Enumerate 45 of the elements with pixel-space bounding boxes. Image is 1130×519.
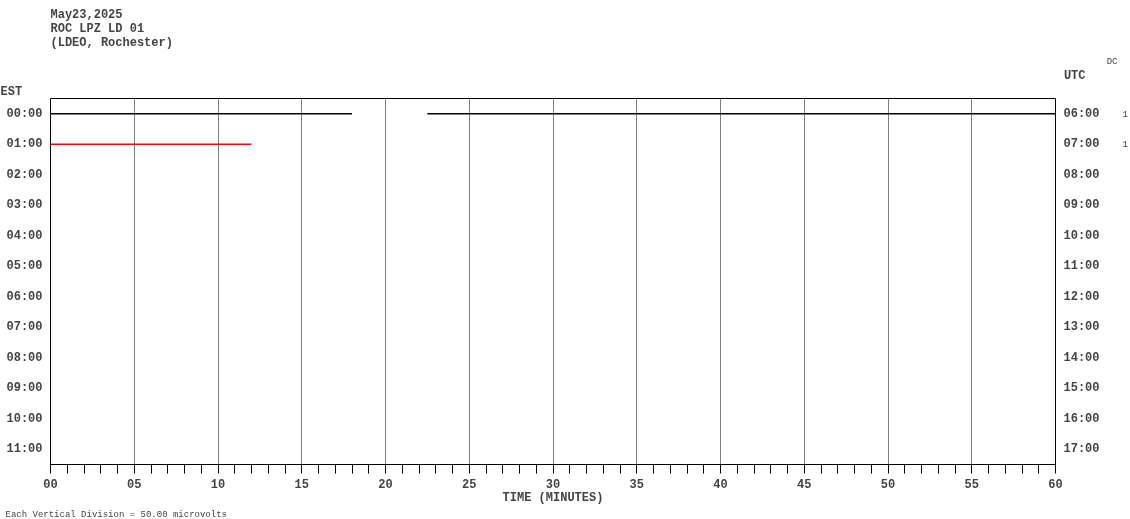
x-tick-label: 45 [797, 477, 812, 492]
y2-tick-label: 12:00 [1063, 289, 1100, 304]
chart-title: May23,2025 ROC LPZ LD 01 (LDEO, Rochester) [50, 7, 173, 50]
y-tick-label: 10:00 [6, 411, 43, 426]
y2-axis-title: UTC [1063, 68, 1086, 83]
y-tick-label: 00:00 [6, 106, 43, 121]
y-tick-label: 07:00 [6, 320, 43, 335]
y2-tick-label: 11:00 [1063, 259, 1100, 274]
x-tick-label: 25 [462, 477, 477, 492]
x-tick-label: 60 [1048, 477, 1063, 492]
y2-tick-label: 13:00 [1063, 320, 1100, 335]
x-tick-label: 40 [713, 477, 728, 492]
x-axis-title: TIME (MINUTES) [502, 490, 604, 505]
x-tick-label: 20 [378, 477, 393, 492]
y2-tick-label: 08:00 [1063, 167, 1100, 182]
x-tick-label: 35 [629, 477, 644, 492]
y-tick-label: 03:00 [6, 198, 43, 213]
y2-tick-label: 06:00 [1063, 106, 1100, 121]
y-tick-label: 11:00 [6, 442, 43, 457]
x-tick-label: 15 [294, 477, 309, 492]
y-tick-label: 08:00 [6, 350, 43, 365]
y2-tick-label: 17:00 [1063, 442, 1100, 457]
y2-tick-label: 14:00 [1063, 350, 1100, 365]
x-tick-label: 55 [964, 477, 979, 492]
y-tick-label: 09:00 [6, 381, 43, 396]
y-axis-title: EST [0, 84, 23, 99]
y-tick-label: 04:00 [6, 228, 43, 243]
y2-tick-label: 09:00 [1063, 198, 1100, 213]
y2-tick-label: 07:00 [1063, 137, 1100, 152]
text: 1 [1122, 140, 1128, 151]
y2-tick-label: 15:00 [1063, 381, 1100, 396]
x-tick-label: 00 [43, 477, 58, 492]
y-tick-label: 02:00 [6, 167, 43, 182]
y2-tick-label: 10:00 [1063, 228, 1100, 243]
x-tick-label: 50 [880, 477, 896, 492]
text: 1 [1122, 109, 1128, 120]
x-tick-label: 30 [545, 477, 561, 492]
y-tick-label: 06:00 [6, 289, 43, 304]
x-tick-label: 10 [210, 477, 226, 492]
y2-tick-label: 16:00 [1063, 411, 1100, 426]
text: DC [1106, 56, 1119, 67]
y-tick-label: 05:00 [6, 259, 43, 274]
y-tick-label: 01:00 [6, 137, 43, 152]
x-tick-label: 05 [127, 477, 142, 492]
text: Each Vertical Division = 50.00 microvolts [5, 509, 227, 519]
